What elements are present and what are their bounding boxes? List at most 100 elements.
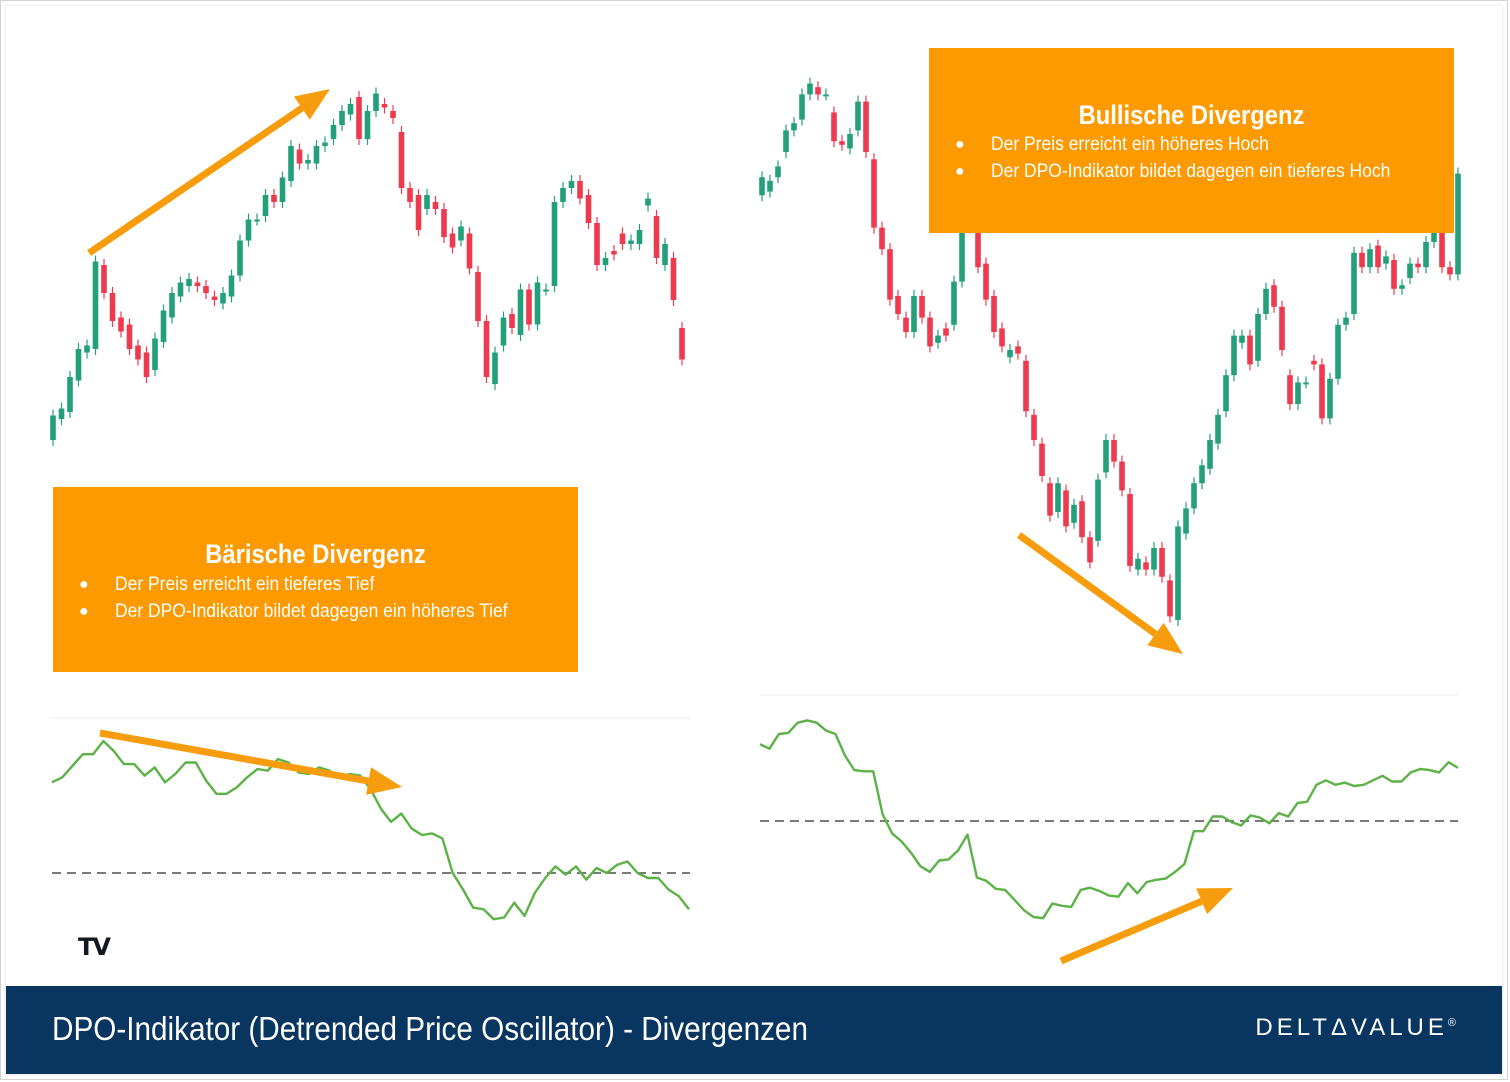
footer-title: DPO-Indikator (Detrended Price Oscillato… (52, 1010, 808, 1047)
candle-down (1015, 346, 1021, 354)
candle-down (415, 195, 422, 230)
candle-up (662, 244, 668, 265)
candle-up (1343, 317, 1349, 325)
candle-down (407, 188, 413, 202)
candle-down (611, 251, 617, 255)
candle-down (585, 195, 592, 223)
candle-down (815, 87, 821, 95)
candle-down (1119, 461, 1125, 491)
candle-down (991, 296, 997, 332)
candle-down (356, 97, 362, 139)
candle-up (67, 377, 73, 412)
candle-down (398, 132, 405, 188)
candle-up (1255, 314, 1261, 361)
candle-up (1135, 558, 1141, 570)
candle-down (943, 328, 949, 336)
candle-down (203, 286, 209, 293)
candle-up (1191, 483, 1197, 509)
candle-up (799, 94, 805, 120)
candle-down (1111, 440, 1117, 462)
divergence-arrows (87, 89, 1233, 965)
candle-down (983, 263, 989, 300)
candle-up (534, 282, 541, 325)
candle-down (449, 233, 456, 248)
candle-up (75, 349, 82, 381)
candle-down (1159, 548, 1165, 577)
candle-up (767, 180, 773, 192)
candle-up (1399, 285, 1405, 289)
candle-down (143, 352, 150, 377)
bullish-bullet-1: ● Der Preis erreicht ein höheres Hoch (955, 131, 1425, 158)
candle-up (807, 83, 813, 95)
candle-up (186, 279, 192, 286)
candle-up (823, 94, 829, 97)
candle-up (551, 202, 558, 286)
candle-down (653, 216, 660, 258)
candle-up (347, 104, 354, 115)
left-dpo-chart (51, 717, 690, 921)
candle-down (381, 104, 388, 108)
bearish-bullet-2: ● Der DPO-Indikator bildet dagegen ein hö… (79, 598, 542, 625)
candle-down (919, 296, 925, 318)
bearish-divergence-callout: Bärische Divergenz ● Der Preis erreicht e… (53, 487, 578, 672)
candle-down (432, 202, 439, 209)
candle-up (775, 166, 781, 178)
candle-up (1263, 288, 1269, 314)
candle-up (364, 111, 371, 139)
candle-down (1319, 364, 1325, 419)
price-lower-low-arrow (1016, 532, 1183, 654)
candle-down (1375, 245, 1381, 268)
candle-down (594, 223, 600, 265)
price-higher-high-arrow (87, 89, 330, 256)
candle-up (791, 123, 797, 131)
right-dpo-chart (759, 694, 1459, 920)
dpo-lower-high-arrow (99, 729, 402, 795)
candle-down (679, 328, 685, 360)
candle-down (466, 233, 473, 269)
dpo-line (759, 719, 1459, 920)
candle-up (1055, 483, 1061, 512)
candle-down (1143, 562, 1149, 570)
candle-up (1151, 548, 1157, 570)
candle-up (262, 195, 269, 216)
candle-up (160, 310, 167, 342)
candle-up (279, 177, 286, 202)
candle-up (228, 275, 235, 297)
candle-up (245, 219, 252, 241)
bullish-bullet-list: ● Der Preis erreicht ein höheres Hoch ● De… (955, 131, 1425, 185)
candle-down (1247, 335, 1253, 365)
candle-down (1415, 263, 1421, 268)
candle-down (863, 101, 869, 152)
candle-down (1359, 252, 1365, 268)
candle-up (1303, 382, 1309, 385)
candle-down (101, 265, 107, 293)
candle-up (1071, 504, 1077, 523)
candle-down (1271, 285, 1277, 307)
candle-down (483, 321, 490, 377)
candle-down (211, 296, 218, 300)
candle-down (475, 272, 481, 321)
candle-up (1175, 526, 1181, 620)
bullet-icon: ● (79, 603, 89, 620)
bearish-bullet-1: ● Der Preis erreicht ein tieferes Tief (79, 571, 542, 598)
candle-up (959, 220, 965, 282)
candle-up (1207, 440, 1213, 469)
bullet-icon: ● (955, 163, 965, 180)
candle-down (1063, 490, 1069, 527)
candle-down (903, 317, 909, 332)
bearish-bullet-list: ● Der Preis erreicht ein tieferes Tief ● D… (79, 571, 542, 625)
bullish-divergence-callout: Bullische Divergenz ● Der Preis erreicht … (929, 48, 1454, 233)
candle-up (1383, 256, 1389, 264)
candle-down (1447, 267, 1453, 275)
bullish-divergence-title: Bullische Divergenz (1078, 100, 1305, 130)
candle-up (458, 226, 464, 241)
candle-down (1439, 227, 1445, 268)
candle-up (50, 415, 56, 440)
candle-down (927, 317, 933, 347)
candle-down (1127, 494, 1133, 566)
candle-up (1231, 335, 1237, 376)
candle-down (619, 233, 626, 244)
candle-down (526, 289, 532, 325)
candle-down (135, 345, 141, 360)
bullish-bullet-2: ● Der DPO-Indikator bildet dagegen ein ti… (955, 158, 1425, 185)
